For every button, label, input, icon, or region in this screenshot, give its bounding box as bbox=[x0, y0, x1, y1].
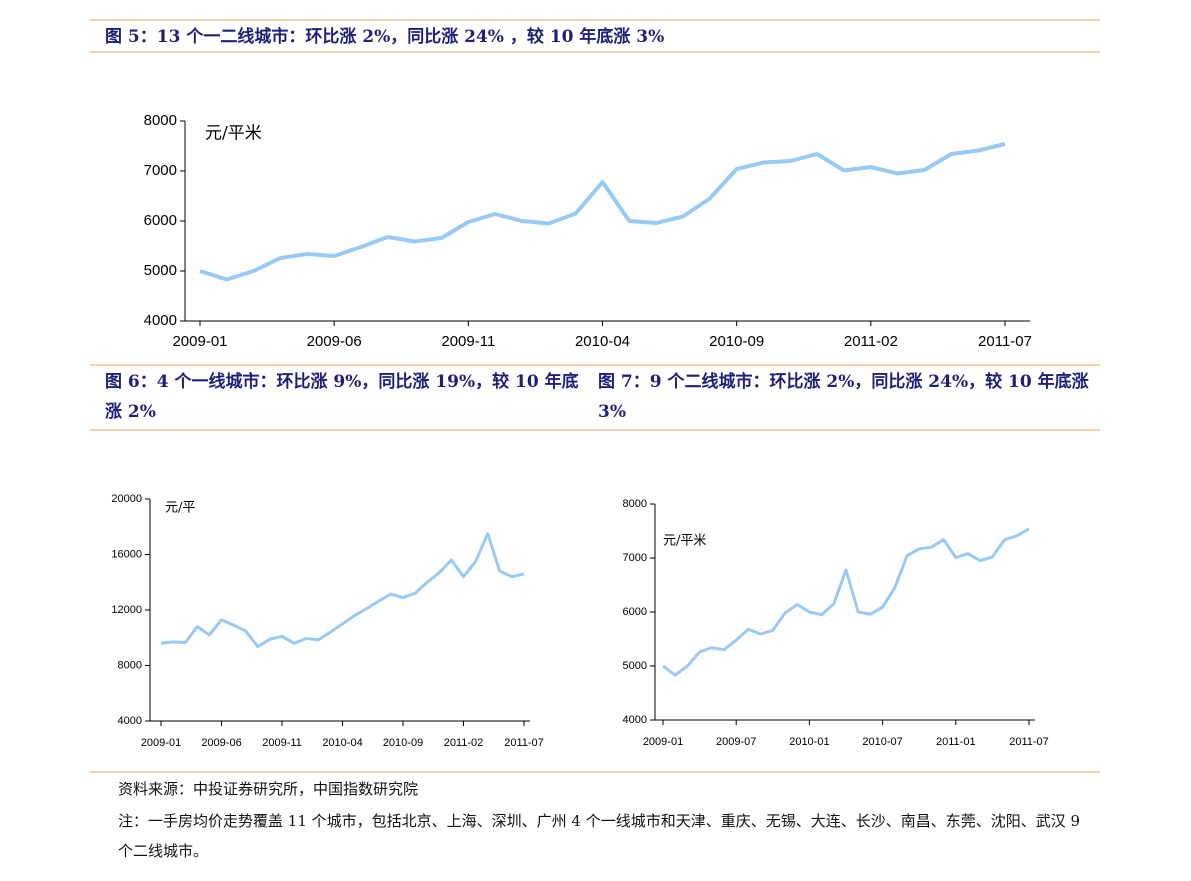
source: 资料来源：中投证券研究所，中国指数研究院 bbox=[118, 780, 419, 798]
y-tick-label: 5000 bbox=[623, 660, 647, 672]
y-tick-label: 5000 bbox=[144, 262, 177, 279]
y-tick-label: 20000 bbox=[111, 493, 142, 505]
x-tick-label: 2009-06 bbox=[307, 333, 362, 350]
y-tick-label: 16000 bbox=[111, 548, 142, 560]
chart-title: 图 7：9 个二线城市：环比涨 2%，同比涨 24%，较 10 年底涨 3% bbox=[598, 372, 1089, 422]
data-line bbox=[160, 532, 525, 649]
x-tick-label: 2011-02 bbox=[844, 333, 898, 350]
x-tick-label: 2011-01 bbox=[936, 736, 976, 748]
chart-title: 图 6：4 个一线城市：环比涨 9%，同比涨 19%，较 10 年底涨 2% bbox=[105, 372, 579, 422]
x-tick-label: 2009-07 bbox=[716, 736, 756, 748]
y-tick-label: 8000 bbox=[623, 498, 647, 510]
note: 注：一手房均价走势覆盖 11 个城市，包括北京、上海、深圳、广州 4 个一线城市… bbox=[118, 812, 1081, 860]
y-tick-label: 4000 bbox=[144, 312, 177, 329]
x-tick-label: 2009-11 bbox=[441, 333, 495, 350]
y-tick-label: 4000 bbox=[118, 715, 142, 727]
x-tick-label: 2011-07 bbox=[504, 737, 544, 749]
y-tick-label: 7000 bbox=[623, 552, 647, 564]
y-tick-label: 6000 bbox=[623, 606, 647, 618]
x-tick-label: 2010-04 bbox=[575, 333, 630, 350]
y-tick-label: 8000 bbox=[118, 659, 142, 671]
x-tick-label: 2009-01 bbox=[643, 736, 683, 748]
data-line bbox=[199, 142, 1006, 282]
unit-label: 元/平米 bbox=[663, 534, 706, 549]
x-tick-label: 2009-01 bbox=[172, 333, 227, 350]
y-tick-label: 6000 bbox=[144, 212, 177, 229]
x-tick-label: 2009-11 bbox=[262, 737, 302, 749]
x-tick-label: 2009-01 bbox=[141, 737, 181, 749]
y-tick-label: 8000 bbox=[144, 112, 177, 129]
y-tick-label: 7000 bbox=[144, 162, 177, 179]
unit-label: 元/平 bbox=[165, 501, 195, 516]
x-tick-label: 2010-04 bbox=[322, 737, 362, 749]
x-tick-label: 2009-06 bbox=[201, 737, 241, 749]
chart-title: 图 5：13 个一二线城市：环比涨 2%，同比涨 24% ，较 10 年底涨 3… bbox=[105, 27, 665, 47]
x-tick-label: 2011-07 bbox=[978, 333, 1032, 350]
x-tick-label: 2010-09 bbox=[709, 333, 764, 350]
data-line bbox=[662, 527, 1030, 677]
unit-label: 元/平米 bbox=[205, 124, 262, 144]
y-tick-label: 4000 bbox=[623, 714, 647, 726]
x-tick-label: 2011-02 bbox=[444, 737, 484, 749]
x-tick-label: 2010-01 bbox=[789, 736, 829, 748]
x-tick-label: 2010-09 bbox=[383, 737, 423, 749]
y-tick-label: 12000 bbox=[111, 604, 142, 616]
x-tick-label: 2010-07 bbox=[862, 736, 902, 748]
x-tick-label: 2011-07 bbox=[1009, 736, 1049, 748]
